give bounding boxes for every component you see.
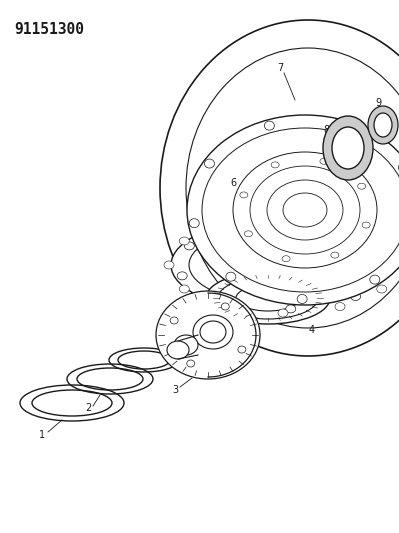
Ellipse shape [177,272,187,280]
Ellipse shape [240,192,248,198]
Ellipse shape [335,220,345,228]
Ellipse shape [187,115,399,305]
Ellipse shape [218,277,318,319]
Ellipse shape [217,297,227,305]
Ellipse shape [306,219,316,227]
Text: 1: 1 [39,430,45,440]
Text: 7: 7 [277,63,283,73]
Ellipse shape [184,242,194,250]
Text: 91151300: 91151300 [14,22,84,37]
Ellipse shape [358,183,365,189]
Text: 6: 6 [230,178,236,188]
Ellipse shape [204,159,215,168]
Ellipse shape [179,237,189,245]
Ellipse shape [392,261,399,269]
Text: 3: 3 [172,385,178,395]
Ellipse shape [265,121,275,130]
Ellipse shape [286,305,296,313]
Ellipse shape [271,162,279,168]
Ellipse shape [351,293,361,301]
Ellipse shape [282,256,290,262]
Ellipse shape [193,315,233,349]
Ellipse shape [245,231,253,237]
Ellipse shape [187,360,195,367]
Ellipse shape [235,221,245,229]
Ellipse shape [156,291,260,379]
Ellipse shape [200,321,226,343]
Ellipse shape [250,166,360,254]
Ellipse shape [179,285,189,293]
Ellipse shape [267,180,343,240]
Ellipse shape [189,226,377,304]
Ellipse shape [283,193,327,227]
Ellipse shape [381,265,391,273]
Ellipse shape [171,218,395,312]
Ellipse shape [206,272,330,324]
Ellipse shape [320,158,328,164]
Ellipse shape [374,113,392,137]
Text: 5: 5 [219,213,225,223]
Ellipse shape [368,106,398,144]
Ellipse shape [362,222,370,228]
Ellipse shape [202,128,399,292]
Ellipse shape [278,213,288,221]
Ellipse shape [377,285,387,293]
Ellipse shape [221,303,231,311]
Ellipse shape [189,219,199,228]
Ellipse shape [164,261,174,269]
Ellipse shape [167,341,189,359]
Ellipse shape [323,116,373,180]
Ellipse shape [335,303,345,311]
Ellipse shape [221,303,229,310]
Ellipse shape [370,275,380,284]
Ellipse shape [236,285,300,311]
Ellipse shape [364,236,374,244]
Ellipse shape [332,127,364,169]
Ellipse shape [331,252,339,258]
Ellipse shape [278,309,288,317]
Ellipse shape [341,123,351,132]
Ellipse shape [186,48,399,328]
Text: 9: 9 [375,98,381,108]
Ellipse shape [297,294,307,303]
Text: 8: 8 [323,125,329,135]
Text: 2: 2 [85,403,91,413]
Text: 4: 4 [309,325,315,335]
Ellipse shape [174,335,198,355]
Ellipse shape [170,317,178,324]
Ellipse shape [226,272,236,281]
Ellipse shape [233,152,377,268]
Ellipse shape [398,163,399,172]
Ellipse shape [238,346,246,353]
Ellipse shape [221,220,231,228]
Ellipse shape [377,237,387,245]
Ellipse shape [160,20,399,356]
